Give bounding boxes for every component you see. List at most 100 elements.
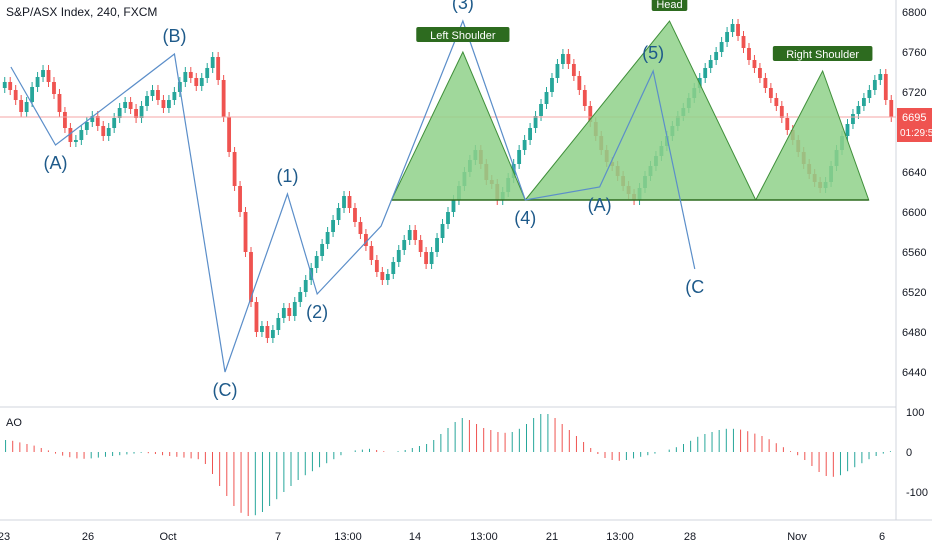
- candle: [577, 76, 582, 90]
- candle: [730, 24, 735, 32]
- candle: [156, 90, 160, 100]
- candle: [533, 116, 538, 128]
- last-price-tag: [897, 108, 932, 142]
- candle: [24, 102, 29, 112]
- wave-label: (4): [514, 208, 536, 228]
- candle: [588, 106, 593, 122]
- candle: [380, 272, 385, 280]
- candle: [347, 196, 352, 208]
- time-tick-label: Oct: [159, 531, 176, 543]
- candle: [139, 106, 144, 118]
- candle: [270, 330, 275, 338]
- candle: [719, 42, 724, 52]
- candle: [46, 70, 51, 82]
- candle: [41, 70, 45, 77]
- candle: [205, 68, 210, 78]
- candle: [571, 64, 576, 76]
- candle: [314, 256, 319, 268]
- candle: [73, 140, 78, 142]
- candle: [528, 128, 533, 140]
- candle: [396, 250, 401, 262]
- candle: [851, 114, 855, 124]
- candle: [429, 252, 434, 264]
- wave-label: (5): [642, 43, 664, 63]
- candle: [57, 94, 62, 112]
- candle: [128, 102, 133, 109]
- candle: [861, 98, 866, 106]
- price-tick-label: 6480: [902, 327, 926, 339]
- candle: [867, 90, 872, 98]
- candle: [150, 90, 155, 96]
- candle: [13, 90, 18, 100]
- pattern-label: Right Shoulder: [786, 49, 859, 61]
- candle: [435, 238, 439, 252]
- candle: [68, 128, 73, 142]
- wave-label: (1): [276, 166, 298, 186]
- candle: [30, 87, 35, 102]
- candle: [752, 60, 757, 68]
- pattern-label-box: [651, 0, 688, 11]
- time-tick-label: 26: [82, 531, 94, 543]
- candle: [238, 186, 242, 212]
- bar-countdown: 01:29:5: [900, 128, 932, 139]
- price-tick-label: 6600: [902, 207, 926, 219]
- candle: [232, 152, 237, 186]
- pattern-label-box: [772, 46, 873, 61]
- candle: [145, 96, 149, 106]
- time-tick-label: 21: [546, 531, 558, 543]
- candle: [117, 108, 122, 118]
- candle: [19, 100, 24, 112]
- candle: [883, 74, 888, 100]
- candle: [555, 64, 560, 78]
- elliott-wave-line: [10, 19, 696, 373]
- ao-tick-label: 100: [906, 407, 924, 419]
- candle: [774, 98, 779, 106]
- time-tick-label: 28: [684, 531, 696, 543]
- candle: [265, 326, 270, 338]
- time-tick-label: Nov: [787, 531, 807, 543]
- candle: [260, 326, 264, 332]
- candle: [123, 102, 128, 108]
- candle: [112, 118, 117, 128]
- candle: [872, 80, 877, 90]
- time-tick-label: 7: [275, 531, 281, 543]
- candle: [768, 88, 773, 98]
- wave-label: (C: [685, 277, 704, 297]
- candle: [758, 68, 762, 78]
- candle: [725, 32, 730, 42]
- candle: [522, 140, 527, 150]
- candle: [281, 308, 286, 318]
- price-tick-label: 6520: [902, 287, 926, 299]
- candle: [106, 128, 111, 136]
- candle: [418, 240, 423, 252]
- candle: [391, 262, 396, 274]
- time-tick-label: 13:00: [470, 531, 498, 543]
- symbol-title: S&P/ASX Index, 240, FXCM: [6, 5, 158, 19]
- candle: [889, 100, 894, 117]
- price-tick-label: 6720: [902, 87, 926, 99]
- candle: [254, 302, 259, 332]
- candle: [298, 292, 303, 302]
- candle: [325, 232, 330, 244]
- wave-label: (2): [306, 302, 328, 322]
- candle: [413, 230, 418, 240]
- candle: [199, 78, 204, 86]
- candle: [845, 124, 850, 136]
- candle: [407, 230, 412, 240]
- pattern-label: Left Shoulder: [430, 30, 496, 42]
- candle: [511, 164, 516, 178]
- candle: [336, 208, 341, 220]
- candle: [303, 280, 308, 292]
- candle: [2, 82, 7, 88]
- candle: [856, 106, 861, 114]
- candle: [385, 274, 390, 280]
- time-tick-label: 23: [0, 531, 10, 543]
- candle: [183, 72, 188, 82]
- wave-label: (A): [588, 195, 612, 215]
- candle: [172, 92, 177, 100]
- price-tick-label: 6760: [902, 47, 926, 59]
- price-tick-label: 6440: [902, 367, 926, 379]
- candle: [95, 116, 100, 126]
- candle: [194, 78, 199, 86]
